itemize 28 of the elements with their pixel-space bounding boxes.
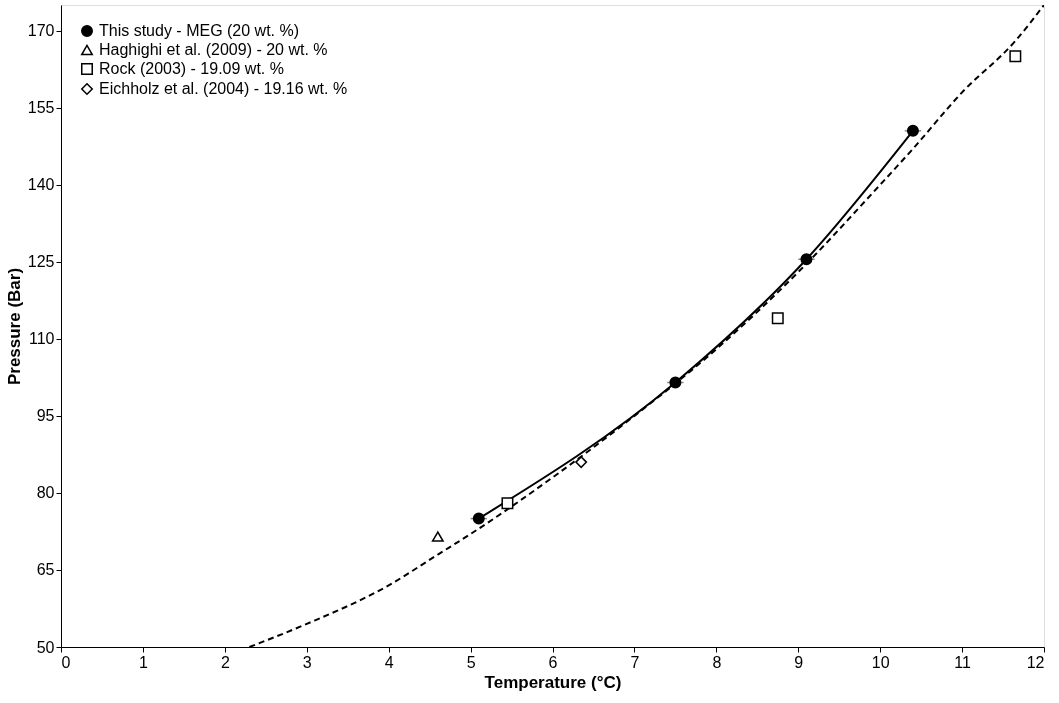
x-tick-label: 5	[466, 653, 476, 671]
x-tick-label: 6	[548, 653, 558, 671]
x-tick-label: 12	[1026, 653, 1045, 671]
y-tick-label: 50	[36, 638, 55, 656]
y-tick-label: 170	[27, 22, 55, 40]
legend-label: Eichholz et al. (2004) - 19.16 wt. %	[99, 80, 348, 97]
x-tick-label: 10	[871, 653, 890, 671]
y-tick-label: 125	[27, 253, 55, 271]
x-tick-label: 11	[954, 653, 971, 671]
x-tick-label: 1	[138, 653, 148, 671]
x-tick-label: 2	[220, 653, 230, 671]
x-tick-label: 4	[384, 653, 394, 671]
x-tick-label: 3	[302, 653, 312, 671]
legend-label: Haghighi et al. (2009) - 20 wt. %	[99, 41, 328, 58]
x-tick-label: 9	[794, 653, 804, 671]
x-tick-label: 7	[630, 653, 640, 671]
y-axis-title: Pressure (Bar)	[4, 267, 24, 386]
legend-label: Rock (2003) - 19.09 wt. %	[99, 60, 284, 77]
y-tick-label: 110	[28, 330, 55, 348]
y-tick-label: 80	[36, 484, 55, 502]
y-tick-label: 140	[27, 176, 55, 194]
x-axis-title: Temperature (°C)	[484, 672, 622, 692]
y-tick-label: 65	[36, 561, 55, 579]
y-tick-label: 95	[36, 407, 55, 425]
x-tick-label: 0	[61, 653, 71, 671]
legend-label: This study - MEG (20 wt. %)	[99, 22, 300, 39]
y-tick-label: 155	[27, 99, 55, 117]
x-tick-label: 8	[712, 653, 722, 671]
